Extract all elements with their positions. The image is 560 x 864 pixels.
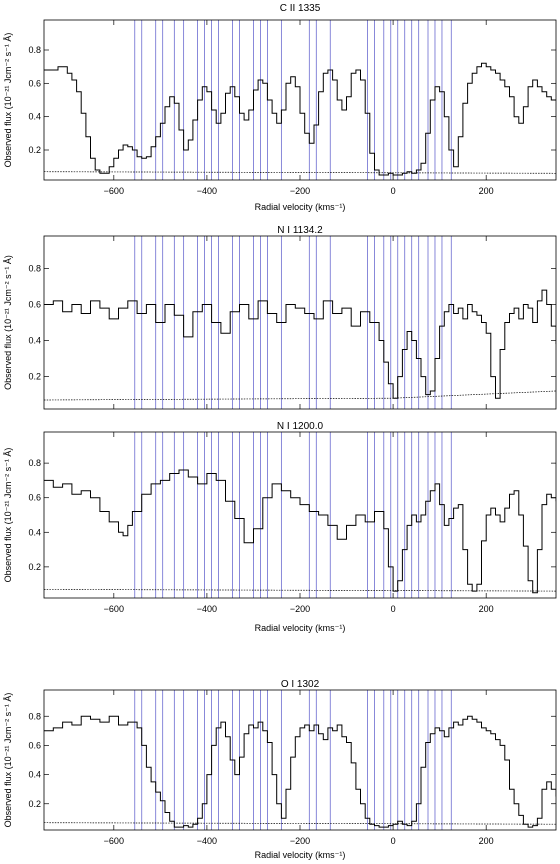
plot-frame: [43, 235, 557, 410]
plot-area: [44, 469, 556, 594]
plot-area: [44, 62, 556, 176]
flux-spectrum: [44, 289, 556, 399]
error-spectrum: [44, 589, 556, 592]
plot-frame: [43, 431, 557, 599]
x-tick-label: 0: [391, 186, 396, 196]
panel-2: N I 1134.2 0.2 0.4 0.6 0.8 Observed flux (10⁻…: [3, 225, 557, 410]
y-tick-label: 0.4: [28, 527, 41, 537]
panel-4: O I 1302 −600 −400 −200 0 200 0.2 0.4 0.6 0.8 Radi…: [3, 679, 557, 860]
plot-area: [44, 289, 556, 401]
x-tick-label: 0: [391, 836, 396, 846]
error-spectrum: [44, 171, 556, 174]
y-axis-label: Observed flux (10⁻²¹ Jcm⁻² s⁻¹ Å): [3, 693, 13, 828]
x-tick-label: −200: [290, 604, 310, 614]
y-tick-label: 0.8: [28, 263, 41, 273]
y-tick-label: 0.8: [28, 711, 41, 721]
panel-title: N I 1200.0: [277, 421, 324, 432]
x-tick-label: 0: [391, 604, 396, 614]
flux-spectrum: [44, 469, 556, 594]
plot-frame: [43, 689, 557, 831]
flux-spectrum: [44, 715, 556, 828]
x-axis-label: Radial velocity (kms⁻¹): [255, 202, 346, 212]
y-tick-label: 0.2: [28, 799, 41, 809]
y-tick-label: 0.6: [28, 493, 41, 503]
plot-area: [44, 715, 556, 828]
y-axis-label: Observed flux (10⁻²¹ Jcm⁻² s⁻¹ Å): [3, 255, 13, 390]
x-tick-label: −200: [290, 186, 310, 196]
x-tick-label: −600: [104, 604, 124, 614]
y-tick-label: 0.8: [28, 458, 41, 468]
x-tick-label: 200: [479, 836, 494, 846]
y-tick-label: 0.4: [28, 336, 41, 346]
y-axis-label: Observed flux (10⁻²¹ Jcm⁻² s⁻¹ Å): [3, 33, 13, 168]
y-tick-label: 0.6: [28, 740, 41, 750]
panel-title: N I 1134.2: [277, 225, 323, 236]
x-tick-label: −200: [290, 836, 310, 846]
y-tick-label: 0.2: [28, 562, 41, 572]
y-tick-label: 0.8: [28, 45, 41, 55]
y-tick-label: 0.6: [28, 299, 41, 309]
x-tick-label: 200: [479, 186, 494, 196]
x-tick-label: −400: [197, 604, 217, 614]
x-tick-label: −600: [104, 836, 124, 846]
panel-title: O I 1302: [281, 679, 320, 690]
x-axis-label: Radial velocity (kms⁻¹): [255, 850, 346, 860]
x-axis-label: Radial velocity (kms⁻¹): [255, 623, 346, 633]
x-tick-label: 200: [479, 604, 494, 614]
y-tick-label: 0.4: [28, 112, 41, 122]
x-tick-label: −400: [197, 186, 217, 196]
y-axis-label: Observed flux (10⁻²¹ Jcm⁻² s⁻¹ Å): [3, 448, 13, 583]
panel-3: N I 1200.0 −600 −400 −200 0 200 0.2 0.4 0.6 0.8 Ra…: [3, 421, 557, 633]
error-spectrum: [44, 822, 556, 825]
flux-spectrum: [44, 62, 556, 176]
y-tick-label: 0.4: [28, 770, 41, 780]
panel-1: C II 1335 −600 −400 −200 0 200 0.2 0.4 0.6 0.8 Rad…: [3, 3, 557, 212]
x-tick-label: −600: [104, 186, 124, 196]
error-spectrum: [44, 390, 556, 401]
y-tick-label: 0.2: [28, 145, 41, 155]
panel-title: C II 1335: [280, 3, 321, 14]
y-tick-label: 0.2: [28, 372, 41, 382]
x-tick-label: −400: [197, 836, 217, 846]
y-tick-label: 0.6: [28, 78, 41, 88]
